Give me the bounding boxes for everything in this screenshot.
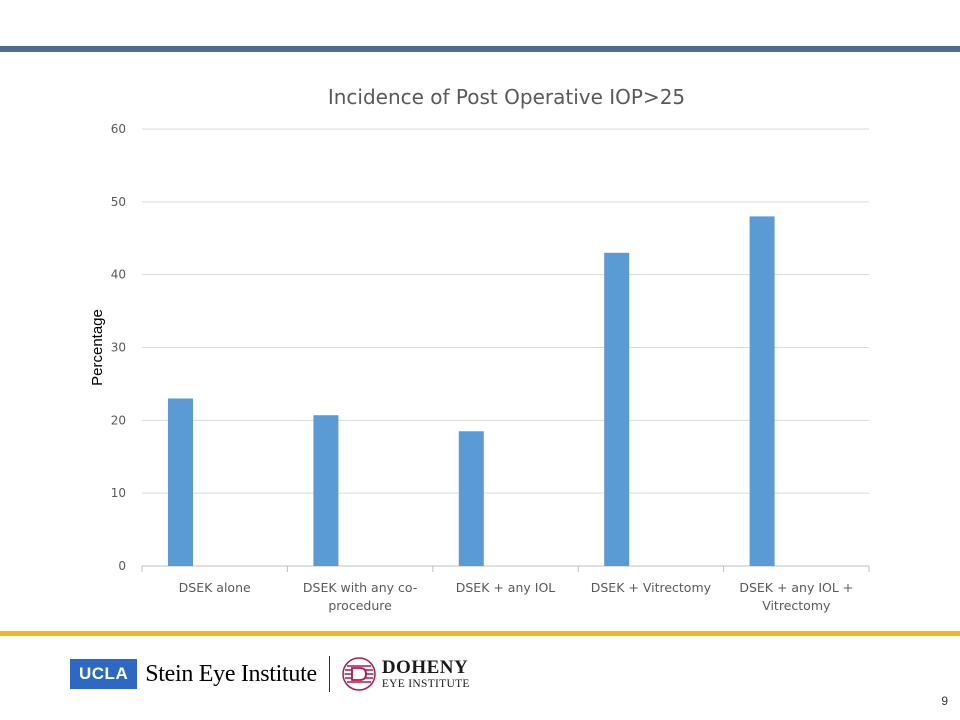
bottom-rule: [0, 631, 960, 636]
bar-chart: Incidence of Post Operative IOP>25 0 10 20 3…: [89, 85, 870, 613]
x-tick-label: DSEK + Vitrectomy: [591, 580, 712, 595]
bar: [749, 216, 775, 566]
y-axis-label: Percentage: [89, 309, 106, 386]
x-tick-label: procedure: [328, 598, 392, 613]
bar: [313, 415, 339, 566]
bar: [604, 252, 630, 567]
y-tick-label: 10: [111, 486, 126, 500]
top-rule: [0, 46, 960, 52]
footer-logos: UCLA Stein Eye Institute DOHENY EYE INST…: [70, 656, 470, 692]
x-tick-label: DSEK + any IOL: [456, 580, 556, 595]
y-tick-label: 0: [118, 559, 126, 573]
x-tick-label: Vitrectomy: [762, 598, 831, 613]
page-number: 9: [941, 694, 948, 708]
doheny-logo-text: DOHENY EYE INSTITUTE: [382, 658, 470, 691]
y-tick-label: 30: [111, 341, 126, 355]
stein-eye-institute-text: Stein Eye Institute: [145, 660, 317, 687]
y-tick-label: 60: [111, 122, 126, 136]
doheny-name: DOHENY: [381, 656, 469, 678]
doheny-subtitle: EYE INSTITUTE: [381, 677, 470, 690]
logo-divider: [328, 656, 330, 692]
y-tick-label: 20: [111, 413, 126, 427]
bar: [168, 398, 193, 566]
y-tick-label: 40: [111, 268, 126, 282]
x-tick-label: DSEK alone: [179, 580, 251, 595]
chart-title: Incidence of Post Operative IOP>25: [328, 85, 685, 109]
bar: [458, 431, 484, 566]
ucla-logo: UCLA: [70, 659, 138, 689]
x-tick-label: DSEK + any IOL +: [739, 580, 853, 595]
y-tick-label: 50: [111, 195, 126, 209]
doheny-logo-icon: [342, 657, 376, 691]
x-tick-label: DSEK with any co-: [303, 580, 417, 595]
